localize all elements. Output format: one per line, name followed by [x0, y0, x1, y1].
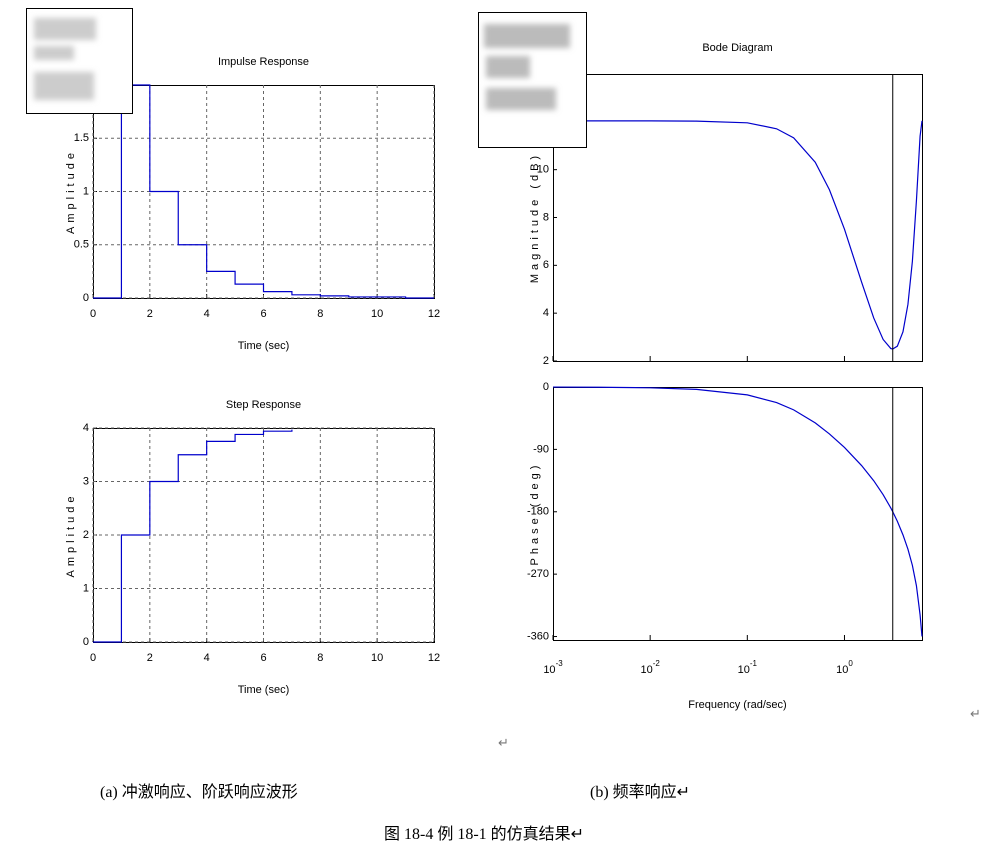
y-tick-label: 6 [543, 259, 549, 271]
y-tick-label: 3 [83, 475, 89, 487]
caption-a: (a) 冲激响应、阶跃响应波形 [100, 784, 298, 801]
x-tick-label: 6 [260, 308, 266, 320]
chart-title: Step Response [226, 399, 301, 411]
tick-base: 10 [836, 664, 848, 676]
y-tick-label: -90 [533, 443, 549, 455]
x-axis-label: Frequency (rad/sec) [688, 699, 786, 711]
tick-exponent: 0 [848, 659, 853, 668]
figure: Impulse Response Time (sec) Amplitude 0 2 4 6 8… [26, 8, 923, 711]
y-axis-label: Magnitude (dB) [529, 152, 541, 283]
x-tick-label: 2 [147, 308, 153, 320]
figure-caption: 图 18-4 例 18-1 的仿真结果↵ [384, 826, 585, 843]
step-line [93, 84, 434, 299]
tick-base: 10 [738, 664, 750, 676]
y-tick-label: -270 [527, 568, 549, 580]
step-line [93, 429, 293, 643]
x-tick-label: 10-1 [738, 659, 758, 676]
caption-b: (b) 频率响应↵ [590, 784, 691, 801]
y-tick-label: 1 [83, 185, 89, 197]
y-tick-label: 4 [83, 422, 89, 434]
tick-exponent: -1 [750, 659, 758, 668]
x-tick-label: 2 [147, 652, 153, 664]
y-tick-label: 2 [83, 529, 89, 541]
x-axis-label: Time (sec) [238, 684, 290, 696]
tick-exponent: -2 [653, 659, 661, 668]
y-axis-label: Amplitude [65, 149, 77, 234]
paragraph-mark: ↵ [498, 736, 509, 751]
axes-box [553, 74, 923, 362]
y-tick-label: 2 [543, 355, 549, 367]
y-tick-label: 1 [83, 582, 89, 594]
x-tick-label: 8 [317, 308, 323, 320]
legend-box [478, 12, 587, 148]
bode-line [552, 386, 923, 637]
y-tick-label: 8 [543, 211, 549, 223]
y-tick-label: 0 [543, 381, 549, 393]
y-tick-label: 0.5 [74, 239, 89, 251]
x-tick-label: 10-3 [543, 659, 563, 676]
legend-box [26, 8, 133, 114]
y-tick-label: -360 [527, 630, 549, 642]
x-tick-label: 0 [90, 308, 96, 320]
y-tick-label: 0 [83, 292, 89, 304]
x-tick-label: 4 [204, 308, 210, 320]
x-tick-label: 10-2 [640, 659, 660, 676]
x-tick-label: 12 [428, 308, 440, 320]
x-tick-label: 10 [371, 308, 383, 320]
y-axis-label: Amplitude [65, 493, 77, 578]
x-tick-label: 0 [90, 652, 96, 664]
tick-base: 10 [543, 664, 555, 676]
y-axis-label: Phase (deg) [529, 462, 541, 566]
x-tick-label: 8 [317, 652, 323, 664]
x-tick-label: 12 [428, 652, 440, 664]
bode-line [553, 120, 923, 350]
axes-box [553, 387, 923, 641]
x-tick-label: 100 [836, 659, 853, 676]
y-tick-label: 1.5 [74, 132, 89, 144]
x-tick-label: 4 [204, 652, 210, 664]
chart-title: Impulse Response [218, 56, 309, 68]
x-tick-label: 10 [371, 652, 383, 664]
paragraph-mark: ↵ [970, 707, 981, 722]
tick-exponent: -3 [556, 659, 564, 668]
tick-base: 10 [640, 664, 652, 676]
x-axis-label: Time (sec) [238, 340, 290, 352]
y-tick-label: -180 [527, 506, 549, 518]
chart-title: Bode Diagram [702, 42, 772, 54]
x-tick-label: 6 [260, 652, 266, 664]
y-tick-label: 4 [543, 307, 549, 319]
y-tick-label: 10 [537, 164, 549, 176]
y-tick-label: 0 [83, 636, 89, 648]
